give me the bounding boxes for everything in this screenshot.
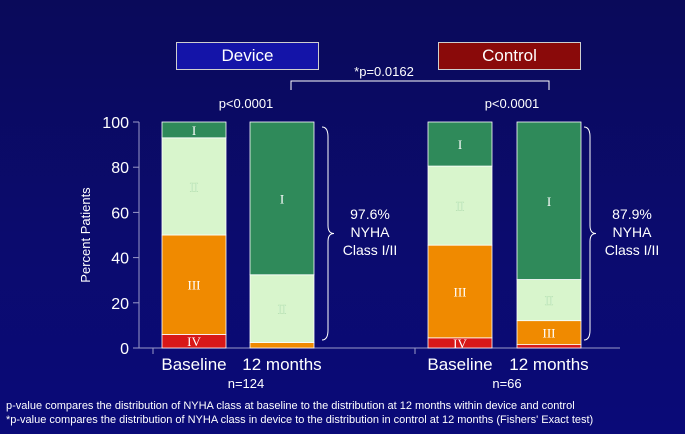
segment-label-II: II <box>456 199 465 214</box>
y-tick-label: 40 <box>111 251 129 268</box>
segment-label-II: II <box>545 293 554 308</box>
between-group-bracket <box>290 80 550 90</box>
n-label: n=66 <box>492 376 521 391</box>
y-axis-label: Percent Patients <box>78 187 93 283</box>
bracket-label-line: 87.9% <box>612 206 652 222</box>
segment-label-III: III <box>454 285 467 300</box>
y-tick-label: 20 <box>111 296 129 313</box>
bar-segment-II <box>249 274 315 343</box>
footnote-between-group: *p-value compares the distribution of NY… <box>6 414 594 426</box>
bar-segment-IV <box>516 344 582 349</box>
bracket-label-line: NYHA <box>351 224 391 240</box>
category-label: Baseline <box>161 355 226 374</box>
bar-segment-II <box>161 137 227 236</box>
category-label: Baseline <box>427 355 492 374</box>
bar-segment-I <box>516 121 582 280</box>
legend-device: Device <box>176 42 319 70</box>
segment-label-I: I <box>280 191 284 206</box>
bar-segment-I <box>161 121 227 139</box>
segment-label-IV: IV <box>453 336 467 351</box>
y-tick-label: 100 <box>102 115 129 132</box>
within-group-p-label: p<0.0001 <box>485 96 540 111</box>
bracket-label-line: Class I/II <box>605 242 659 258</box>
y-tick-label: 80 <box>111 160 129 177</box>
segment-label-II: II <box>190 179 199 194</box>
bracket-label-line: NYHA <box>613 224 653 240</box>
segment-label-II: II <box>278 302 287 317</box>
segment-label-IV: IV <box>187 334 201 349</box>
within-group-p-label: p<0.0001 <box>219 96 274 111</box>
category-label: 12 months <box>509 355 588 374</box>
footnote-within-group: p-value compares the distribution of NYH… <box>6 400 575 412</box>
bar-segment-III <box>249 342 315 349</box>
legend-control: Control <box>438 42 581 70</box>
bracket-label-line: 97.6% <box>350 206 390 222</box>
bar-segment-III <box>161 234 227 335</box>
bar-segment-II <box>516 279 582 322</box>
segment-label-III: III <box>188 278 201 293</box>
bracket-label-line: Class I/II <box>343 242 397 258</box>
segment-label-I: I <box>547 194 551 209</box>
y-tick-label: 60 <box>111 205 129 222</box>
y-tick-label: 0 <box>120 341 129 358</box>
n-label: n=124 <box>228 376 265 391</box>
segment-label-I: I <box>192 123 196 138</box>
segment-label-I: I <box>458 137 462 152</box>
bracket <box>583 126 597 341</box>
bar-segment-I <box>249 121 315 276</box>
bar-segment-III <box>427 244 493 339</box>
category-label: 12 months <box>242 355 321 374</box>
bar-segment-I <box>427 121 493 167</box>
bracket <box>321 126 335 341</box>
segment-label-III: III <box>543 326 556 341</box>
between-group-p-label: *p=0.0162 <box>354 64 414 79</box>
